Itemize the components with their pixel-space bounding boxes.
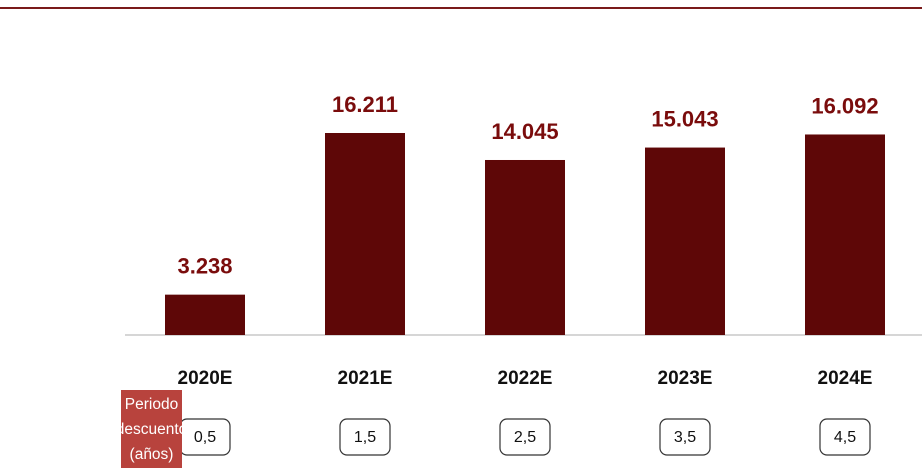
bar	[645, 147, 725, 335]
value-label: 16.211	[332, 92, 398, 117]
x-tick-label: 2023E	[658, 368, 713, 389]
bar	[485, 159, 565, 335]
period-value: 2,5	[514, 429, 536, 446]
discount-label: Periodo descuento (años)	[116, 390, 187, 468]
x-tick-label: 2022E	[498, 368, 553, 389]
x-tick-label: 2021E	[338, 368, 393, 389]
period-value: 3,5	[674, 429, 696, 446]
period-box	[659, 418, 711, 456]
value-label: 14.045	[491, 119, 558, 144]
period-value: 0,5	[194, 429, 216, 446]
bar	[165, 294, 245, 335]
value-label: 15.043	[651, 106, 718, 131]
period-box	[339, 418, 391, 456]
period-value: 1,5	[354, 429, 376, 446]
period-box	[499, 418, 551, 456]
value-label: 3.238	[177, 253, 232, 278]
value-label: 16.092	[811, 93, 878, 118]
bar	[805, 134, 885, 335]
x-tick-label: 2020E	[178, 368, 233, 389]
period-box	[819, 418, 871, 456]
x-tick-label: 2024E	[818, 368, 873, 389]
bar	[325, 133, 405, 335]
period-value: 4,5	[834, 429, 856, 446]
